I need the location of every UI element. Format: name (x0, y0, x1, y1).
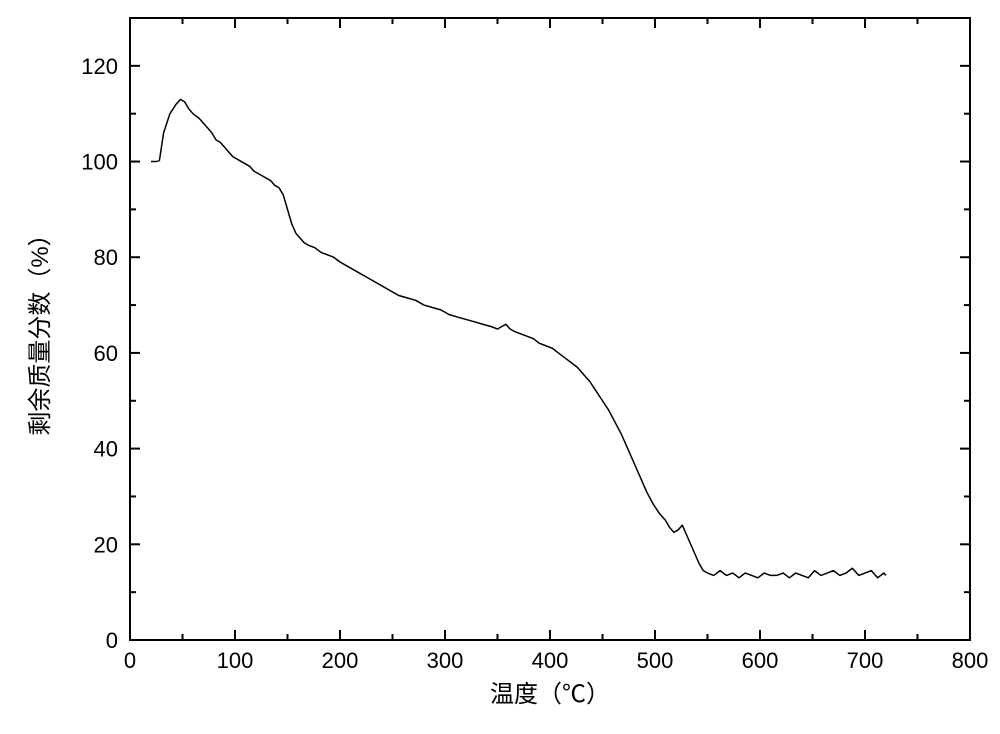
svg-text:60: 60 (94, 341, 118, 366)
svg-text:20: 20 (94, 532, 118, 557)
svg-text:800: 800 (952, 648, 989, 673)
svg-text:120: 120 (81, 54, 118, 79)
svg-text:100: 100 (217, 648, 254, 673)
svg-text:0: 0 (106, 628, 118, 653)
svg-text:400: 400 (532, 648, 569, 673)
y-axis-label: 剩余质量分数（%） (27, 222, 54, 435)
svg-text:80: 80 (94, 245, 118, 270)
svg-text:0: 0 (124, 648, 136, 673)
tga-chart: 0 100 200 300 400 500 600 700 800 0 20 40 60 80 100 120… (0, 0, 1000, 734)
x-axis-label: 温度（℃） (490, 681, 610, 708)
svg-text:700: 700 (847, 648, 884, 673)
svg-text:200: 200 (322, 648, 359, 673)
svg-text:40: 40 (94, 437, 118, 462)
svg-text:300: 300 (427, 648, 464, 673)
svg-text:500: 500 (637, 648, 674, 673)
chart-background (0, 0, 1000, 734)
svg-text:600: 600 (742, 648, 779, 673)
svg-text:100: 100 (81, 150, 118, 175)
